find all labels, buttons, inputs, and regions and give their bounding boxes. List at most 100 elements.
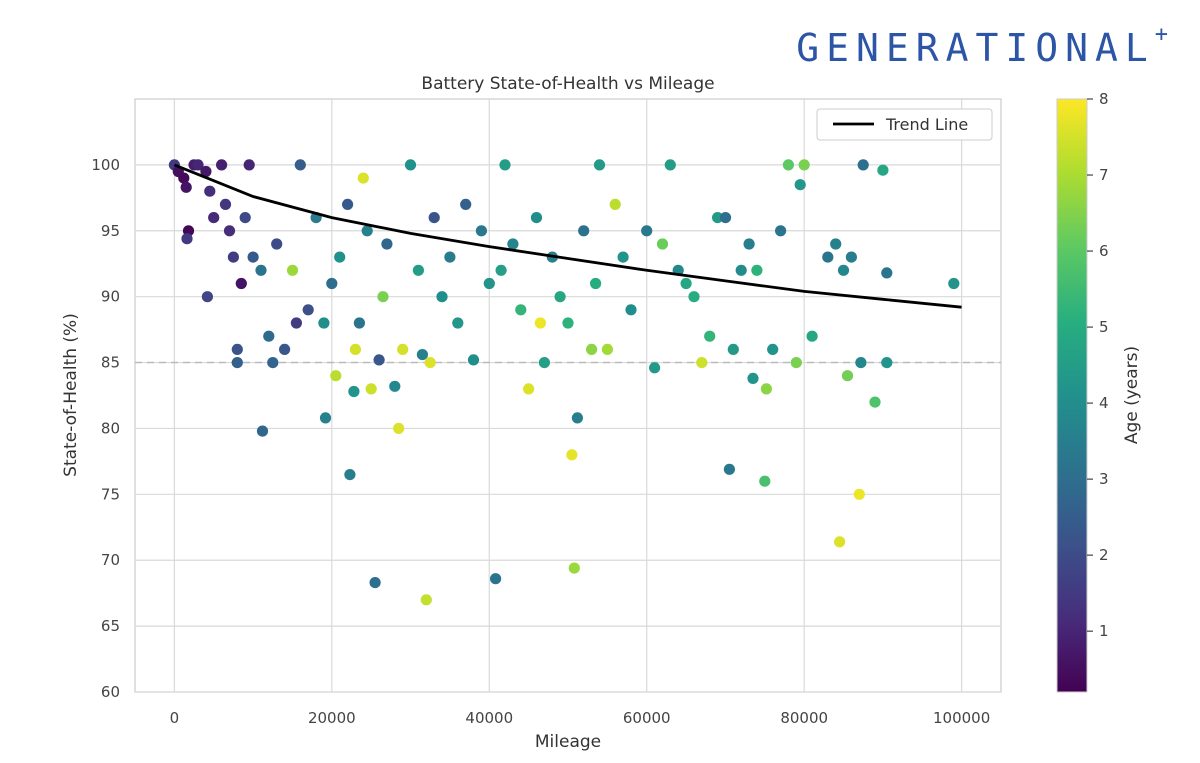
data-point <box>239 212 251 224</box>
y-axis-ticks: 60 65 70 75 80 85 90 95 100 <box>91 156 120 701</box>
data-point <box>562 317 574 329</box>
colorbar-ticks: 1 2 3 4 5 6 7 8 <box>1087 90 1109 640</box>
data-point <box>290 317 302 329</box>
data-point <box>178 172 190 184</box>
data-point <box>822 251 834 263</box>
colorbar-tick-label: 3 <box>1099 470 1109 488</box>
y-tick-label: 100 <box>91 156 120 174</box>
data-point <box>334 251 346 263</box>
brand-mark: + <box>1154 22 1168 48</box>
data-point <box>302 304 314 316</box>
data-point <box>775 225 787 237</box>
data-point <box>855 357 867 369</box>
data-point <box>495 264 507 276</box>
data-point <box>404 159 417 171</box>
data-point <box>617 251 629 263</box>
data-point <box>534 317 547 329</box>
data-point <box>483 277 495 290</box>
data-point <box>452 317 464 329</box>
data-point <box>877 164 889 176</box>
data-point <box>279 343 291 355</box>
data-point <box>286 264 299 276</box>
data-point <box>192 159 204 171</box>
data-point <box>568 562 580 574</box>
y-tick-label: 70 <box>101 551 120 569</box>
data-point <box>656 238 669 250</box>
data-point <box>578 225 590 237</box>
x-axis-label: Mileage <box>535 732 601 752</box>
data-point <box>348 385 360 398</box>
data-point <box>566 449 578 461</box>
colorbar-tick-label: 4 <box>1099 394 1109 412</box>
colorbar-tick-label: 7 <box>1099 166 1109 184</box>
data-point <box>243 159 255 171</box>
data-point <box>696 357 708 369</box>
legend-box <box>816 108 993 141</box>
data-point <box>830 238 842 250</box>
data-point <box>267 357 279 369</box>
data-point <box>180 181 192 193</box>
x-tick-label: 0 <box>170 709 180 727</box>
data-point <box>330 370 342 382</box>
x-tick-label: 80000 <box>780 709 828 727</box>
data-point <box>460 198 472 210</box>
data-point <box>342 198 354 210</box>
data-point <box>853 488 865 500</box>
data-point <box>444 251 456 263</box>
chart-title: Battery State-of-Health vs Mileage <box>421 74 714 94</box>
colorbar-tick-label: 6 <box>1099 242 1109 260</box>
data-point <box>389 380 401 392</box>
y-tick-label: 95 <box>101 222 120 240</box>
data-point <box>467 354 480 366</box>
data-point <box>794 179 806 191</box>
y-tick-label: 90 <box>101 288 120 306</box>
data-point <box>216 159 228 171</box>
data-point <box>948 277 960 290</box>
data-point <box>586 343 598 355</box>
brand-name: GENERATIONAL <box>796 26 1155 70</box>
data-point <box>719 212 732 224</box>
data-point <box>247 251 259 263</box>
data-point <box>641 225 653 237</box>
data-point <box>759 475 771 487</box>
data-point <box>475 225 487 237</box>
data-point <box>530 212 543 224</box>
y-tick-label: 75 <box>101 485 120 503</box>
data-point <box>223 225 236 237</box>
colorbar <box>1056 98 1088 693</box>
data-point <box>231 343 243 355</box>
data-point <box>834 536 846 548</box>
data-point <box>747 372 759 384</box>
x-tick-label: 60000 <box>623 709 671 727</box>
data-point <box>751 264 763 276</box>
data-point <box>436 291 448 303</box>
data-point <box>798 159 810 171</box>
data-point <box>857 159 869 171</box>
data-point <box>767 343 779 355</box>
data-point <box>538 357 551 369</box>
data-point <box>625 304 637 316</box>
data-point <box>294 159 306 171</box>
colorbar-label: Age (years) <box>1122 346 1142 444</box>
y-tick-label: 80 <box>101 419 120 437</box>
data-point <box>571 412 584 424</box>
data-point <box>235 277 247 290</box>
data-point <box>601 343 614 355</box>
data-point <box>649 362 661 374</box>
data-point <box>507 238 519 250</box>
data-point <box>255 264 267 276</box>
data-point <box>365 383 377 395</box>
data-point <box>416 349 428 361</box>
data-point <box>704 330 716 342</box>
data-point <box>381 238 393 250</box>
data-point <box>837 264 850 276</box>
data-point <box>208 212 220 224</box>
colorbar-tick-label: 1 <box>1099 622 1109 640</box>
data-point <box>593 159 606 171</box>
data-point <box>490 573 502 585</box>
data-point <box>590 277 602 290</box>
data-point <box>181 233 193 245</box>
data-point <box>319 412 332 424</box>
data-point <box>263 330 275 342</box>
data-point <box>428 212 440 224</box>
